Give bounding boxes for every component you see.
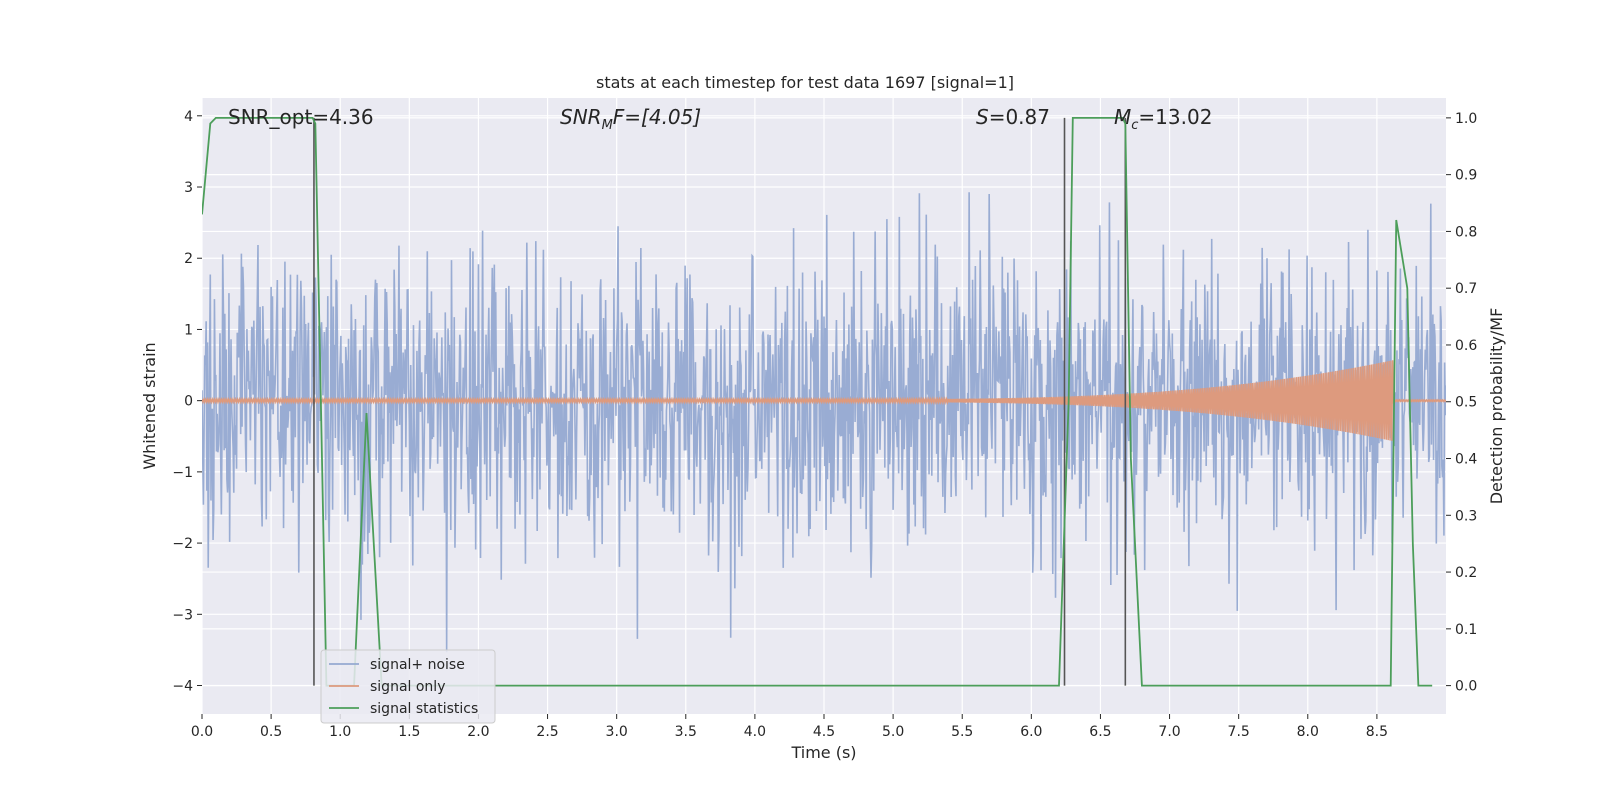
x-tick-label: 1.5 [398,724,420,740]
x-tick-label: 3.0 [606,724,628,740]
legend-label-3: signal statistics [370,701,478,717]
x-axis-label: Time (s) [790,743,856,762]
annotation-mc-var: M [1114,105,1131,129]
annotation-snr-opt: SNR_opt=4.36 [228,105,374,129]
y-right-tick-label: 0.3 [1455,508,1477,524]
x-tick-label: 0.5 [260,724,282,740]
annotation-mc-val: =13.02 [1138,105,1212,129]
annotation-snr-mf-main: SNR [560,105,602,129]
x-tick-label: 8.5 [1366,724,1388,740]
y-left-tick-label: −1 [172,465,193,481]
annotation-s: S=0.87 [976,105,1050,129]
x-tick-label: 2.5 [536,724,558,740]
x-tick-label: 5.0 [882,724,904,740]
annotation-snr-mf-sub: M [602,118,613,133]
y-left-tick-label: 0 [184,394,193,410]
y-right-tick-label: 0.1 [1455,622,1477,638]
x-tick-label: 1.0 [329,724,351,740]
x-tick-label: 2.0 [467,724,489,740]
clipped-series [202,116,1446,687]
series-signal-only-line [202,360,1446,441]
y-right-tick-label: 0.8 [1455,224,1477,240]
x-tick-label: 4.0 [744,724,766,740]
y-right-tick-label: 0.9 [1455,168,1477,184]
x-tick-label: 0.0 [191,724,213,740]
y-right-tick-label: 0.6 [1455,338,1477,354]
legend-label-2: signal only [370,679,445,695]
annotation-s-var: S [976,105,989,129]
x-tick-label: 6.0 [1020,724,1042,740]
y-right-tick-label: 0.4 [1455,452,1477,468]
annotation-mc-sub: c [1131,118,1138,133]
legend: signal+ noise signal only signal statistic… [320,649,496,724]
y-left-tick-label: 3 [184,180,193,196]
x-tick-label: 6.5 [1089,724,1111,740]
legend-box [320,649,496,724]
y-right-tick-label: 1.0 [1455,111,1477,127]
annotation-mc: Mc=13.02 [1114,105,1212,133]
y-left-tick-label: 4 [184,109,193,125]
x-tick-label: 7.5 [1228,724,1250,740]
x-tick-label: 8.0 [1297,724,1319,740]
plot-area: 0.0 0.5 1.0 1.5 2.0 2.5 3.0 3.5 4.0 4.5 5.0 5.5 6.0 6… [140,98,1506,762]
y-axis-left-label: Whitened strain [140,342,159,469]
y-right-tick-label: 0.0 [1455,679,1477,695]
annotation-s-val: =0.87 [989,105,1050,129]
y-left-tick-label: −4 [172,679,193,695]
y-right-tick-label: 0.2 [1455,565,1477,581]
x-tick-label: 3.5 [675,724,697,740]
annotation-snr-mf: SNRMF=[4.05] [560,105,701,133]
y-axis-right-label: Detection probability/MF [1487,308,1506,505]
y-right-tick-label: 0.7 [1455,281,1477,297]
y-left-tick-label: 2 [184,251,193,267]
y-right-tick-label: 0.5 [1455,395,1477,411]
y-left-tick-label: −3 [172,607,193,623]
x-tick-label: 7.0 [1158,724,1180,740]
y-left-tick-label: 1 [184,322,193,338]
chart-title: stats at each timestep for test data 169… [596,73,1014,92]
legend-label-1: signal+ noise [370,657,465,673]
x-tick-label: 5.5 [951,724,973,740]
x-tick-label: 4.5 [813,724,835,740]
series-signal-statistics-line [202,116,1433,687]
annotation-snr-mf-rest: F=[4.05] [613,105,701,129]
y-left-tick-label: −2 [172,536,193,552]
